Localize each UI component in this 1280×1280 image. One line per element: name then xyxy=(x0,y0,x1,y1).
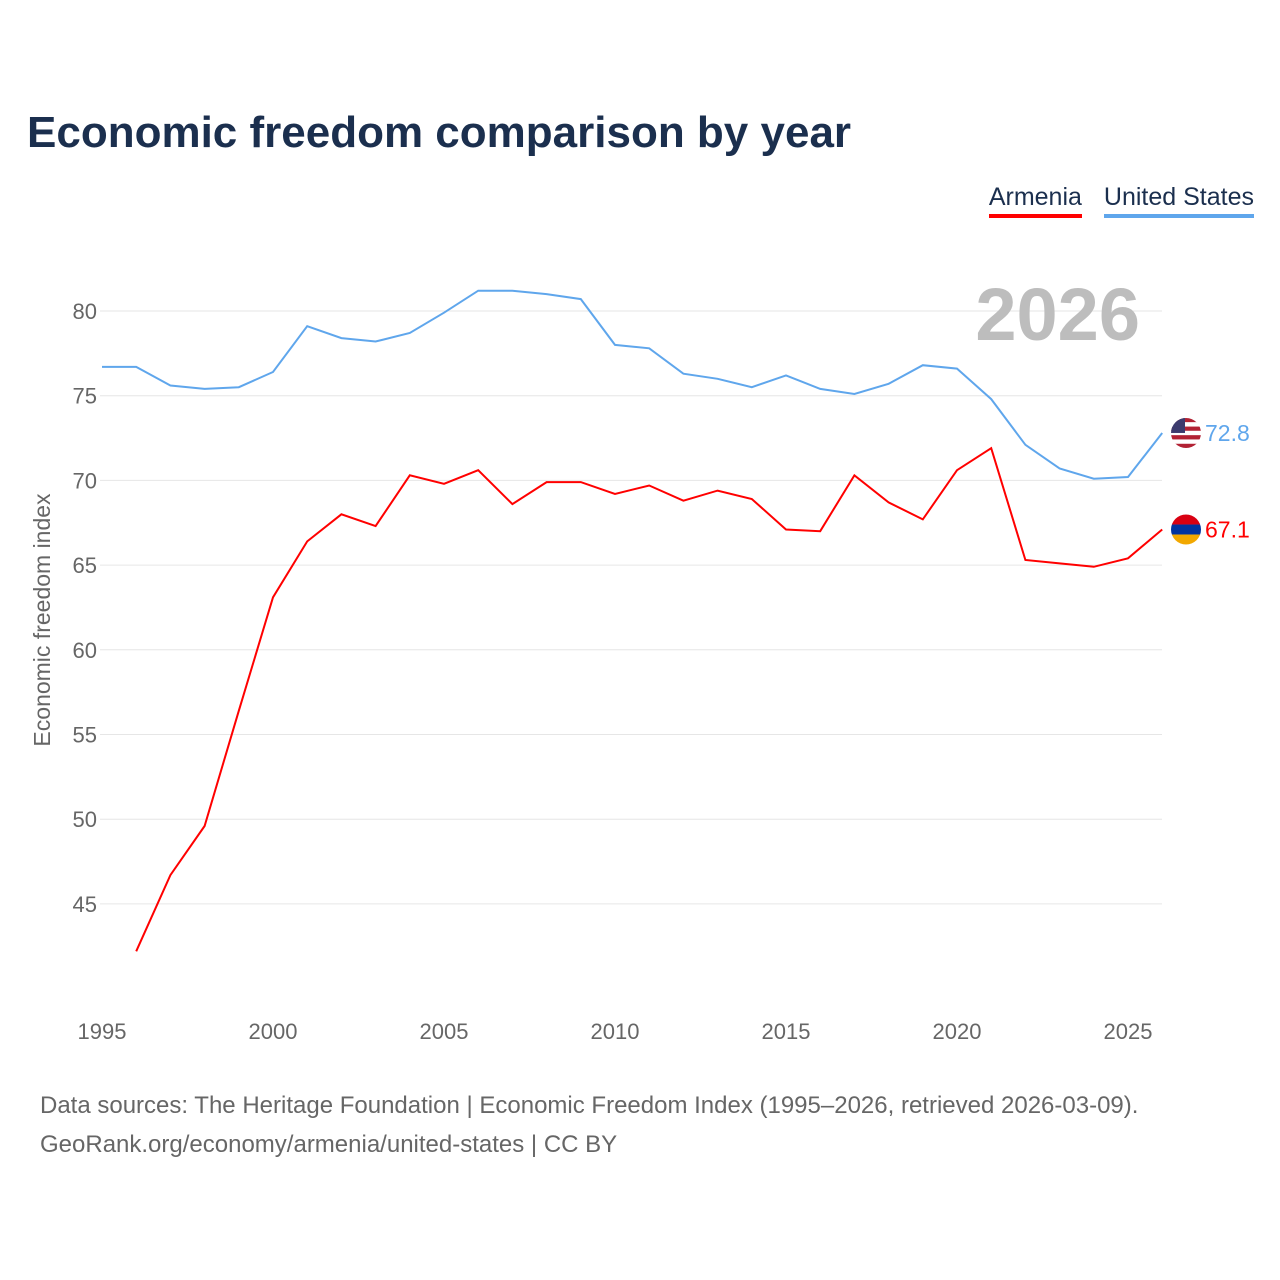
end-value-label: 72.8 xyxy=(1205,420,1250,446)
y-tick-label: 65 xyxy=(73,553,97,578)
x-tick-label: 1995 xyxy=(78,1019,127,1044)
us-flag-icon xyxy=(1171,417,1201,448)
source-line-1: Data sources: The Heritage Foundation | … xyxy=(40,1092,1139,1119)
data-source: Data sources: The Heritage Foundation | … xyxy=(40,1086,1138,1164)
legend: Armenia United States xyxy=(988,183,1254,218)
y-tick-label: 80 xyxy=(73,299,97,324)
end-value-label: 67.1 xyxy=(1205,517,1250,543)
x-tick-label: 2015 xyxy=(762,1019,811,1044)
legend-armenia[interactable]: Armenia xyxy=(988,183,1082,218)
legend-united-states[interactable]: United States xyxy=(1103,183,1254,218)
y-tick-label: 45 xyxy=(73,892,97,917)
y-axis-label: Economic freedom index xyxy=(29,493,55,747)
x-tick-label: 2025 xyxy=(1104,1019,1153,1044)
series-line-armenia xyxy=(135,446,1163,952)
year-watermark: 2026 xyxy=(975,273,1140,356)
x-tick-label: 2010 xyxy=(591,1019,640,1044)
chart-title: Economic freedom comparison by year xyxy=(27,108,852,157)
x-tick-label: 2005 xyxy=(420,1019,469,1044)
y-tick-label: 55 xyxy=(73,723,97,748)
series-line-united-states xyxy=(102,289,1163,480)
y-tick-label: 60 xyxy=(73,638,97,663)
y-tick-label: 50 xyxy=(73,807,97,832)
source-line-2: GeoRank.org/economy/armenia/united-state… xyxy=(40,1131,618,1158)
y-tick-label: 70 xyxy=(73,468,97,493)
y-tick-label: 75 xyxy=(73,384,97,409)
x-tick-label: 2020 xyxy=(933,1019,982,1044)
x-tick-label: 2000 xyxy=(249,1019,298,1044)
armenia-flag-icon xyxy=(1171,514,1201,545)
